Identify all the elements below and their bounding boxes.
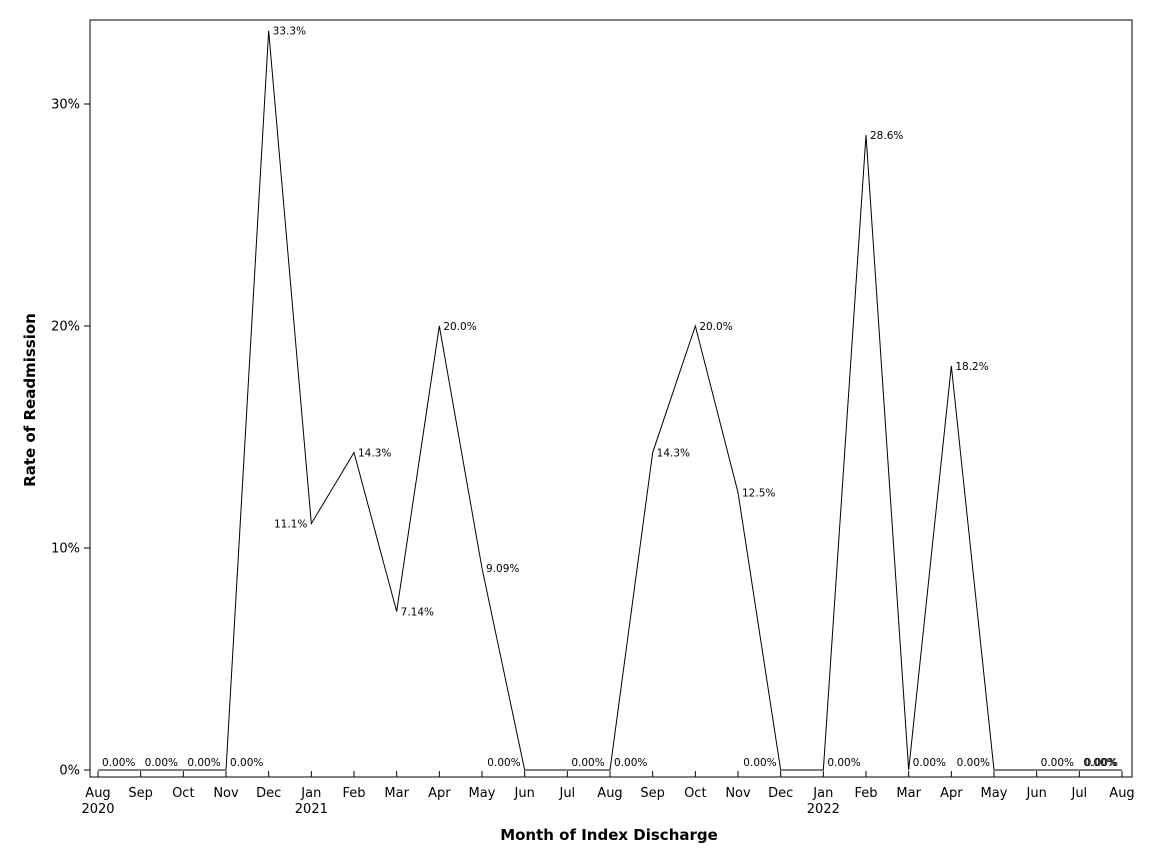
x-tick-label: Feb	[342, 786, 365, 801]
x-tick-label: Sep	[128, 786, 153, 801]
data-labels: 0.00% 0.00% 0.00% 0.00% 33.3% 11.1% 14.3% 7.14%…	[102, 26, 1118, 769]
data-label: 0.00%	[230, 757, 263, 769]
x-tick-label: Sep	[640, 786, 665, 801]
data-label: 0.00%	[1083, 757, 1116, 769]
y-tick-label: 10%	[51, 542, 80, 557]
x-tick-label: Aug	[1109, 786, 1134, 801]
x-tick-label: Jul	[1070, 786, 1087, 801]
x-tick-label: Jul	[558, 786, 575, 801]
data-label: 0.00%	[487, 757, 520, 769]
x-tick-label: Oct	[172, 786, 194, 801]
data-label: 0.00%	[102, 757, 135, 769]
x-tick-label: Mar	[896, 786, 921, 801]
data-label: 18.2%	[955, 361, 988, 373]
y-tick-label: 30%	[51, 98, 80, 113]
x-tick-label: May	[469, 786, 496, 801]
y-tick-label: 20%	[51, 320, 80, 335]
x-tick-label: Aug	[85, 786, 110, 801]
data-label: 0.00%	[571, 757, 604, 769]
y-axis: 0% 10% 20% 30%	[51, 98, 90, 779]
x-tick-label: Jun	[514, 786, 535, 801]
x-tick-label: Dec	[256, 786, 281, 801]
data-label: 0.00%	[743, 757, 776, 769]
data-label: 14.3%	[657, 448, 690, 460]
x-tick-label: May	[981, 786, 1008, 801]
plot-frame	[89, 19, 1133, 778]
x-axis-title: Month of Index Discharge	[500, 826, 718, 844]
data-label: 0.00%	[1085, 757, 1118, 769]
x-tick-label: Jan	[812, 786, 833, 801]
data-label: 0.00%	[913, 757, 946, 769]
x-tick-label: Nov	[213, 786, 239, 801]
data-label: 0.00%	[187, 757, 220, 769]
y-tick-label: 0%	[59, 764, 80, 779]
x-year-label: 2022	[807, 802, 840, 817]
x-tick-label: Dec	[768, 786, 793, 801]
data-label: 0.00%	[1041, 757, 1074, 769]
x-tick-label: Apr	[940, 786, 963, 801]
x-tick-label: Jun	[1026, 786, 1047, 801]
data-label: 0.00%	[145, 757, 178, 769]
x-tick-label: Nov	[725, 786, 751, 801]
x-tick-label: Aug	[597, 786, 622, 801]
x-tick-label: Apr	[428, 786, 451, 801]
data-label: 12.5%	[742, 488, 775, 500]
data-label: 20.0%	[443, 321, 476, 333]
x-year-label: 2021	[295, 802, 328, 817]
data-label: 11.1%	[274, 519, 307, 531]
series-line	[98, 30, 1122, 771]
data-label: 33.3%	[273, 26, 306, 38]
x-tick-label: Jan	[300, 786, 321, 801]
x-tick-label: Mar	[384, 786, 409, 801]
data-label: 20.0%	[699, 321, 732, 333]
y-axis-title: Rate of Readmission	[21, 313, 39, 487]
x-tick-label: Feb	[854, 786, 877, 801]
x-tick-label: Oct	[684, 786, 706, 801]
data-label: 28.6%	[870, 130, 903, 142]
x-year-label: 2020	[81, 802, 114, 817]
x-axis: Aug Sep Oct Nov Dec Jan Feb Mar Apr May Jun Jul Aug S…	[81, 771, 1135, 817]
data-label: 14.3%	[358, 448, 391, 460]
data-label: 0.00%	[827, 757, 860, 769]
data-label: 9.09%	[486, 563, 519, 575]
data-label: 0.00%	[614, 757, 647, 769]
data-label: 0.00%	[957, 757, 990, 769]
data-label: 7.14%	[401, 606, 434, 618]
